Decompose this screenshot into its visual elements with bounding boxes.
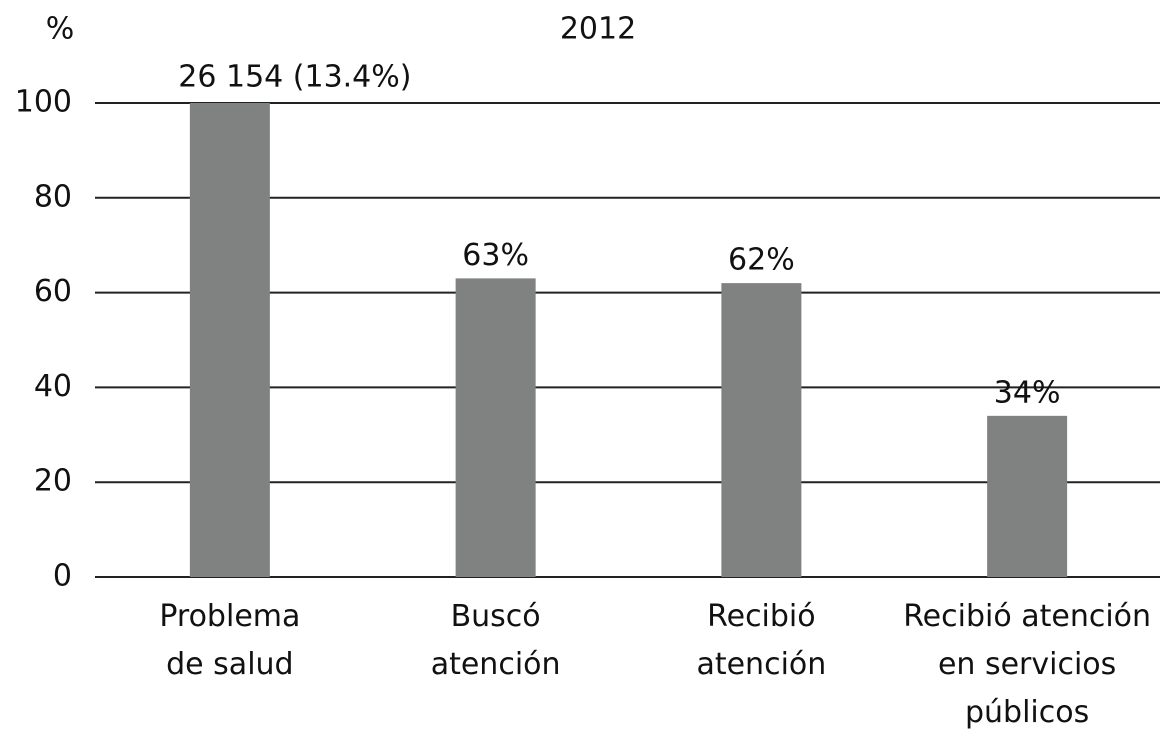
x-tick-label: Recibió atención en servicios públicos [903,599,1151,730]
bar [721,283,802,577]
x-tick-label-line: en servicios [938,647,1116,682]
chart-title: 2012 [560,12,636,47]
value-label: 62% [728,243,795,278]
x-tick-label-line: de salud [166,647,293,682]
x-tick-label-line: públicos [965,695,1089,730]
bar [987,415,1068,577]
x-tick-label-line: atención [696,647,826,682]
x-tick-label-line: Problema [159,599,300,634]
y-tick-label: 40 [34,369,72,404]
y-tick-label: 80 [34,179,72,214]
y-axis-label: % [46,12,75,47]
x-tick-label-line: Recibió atención [903,599,1151,634]
x-tick-label: Buscó atención [431,599,561,682]
bar [455,278,536,577]
value-label: 34% [994,375,1061,410]
bar [189,103,270,577]
x-tick-label: Recibió atención [696,599,826,682]
x-tick-label: Problema de salud [159,599,300,682]
annotation: 26 154 (13.4%) [178,60,411,95]
y-tick-label: 20 [34,464,72,499]
x-tick-label-line: Buscó [451,599,541,634]
y-tick-label: 100 [15,85,72,120]
value-label: 63% [462,238,529,273]
y-tick-label: 0 [53,559,72,594]
y-tick-label: 60 [34,274,72,309]
x-tick-label-line: atención [431,647,561,682]
x-tick-label-line: Recibió [707,599,816,634]
